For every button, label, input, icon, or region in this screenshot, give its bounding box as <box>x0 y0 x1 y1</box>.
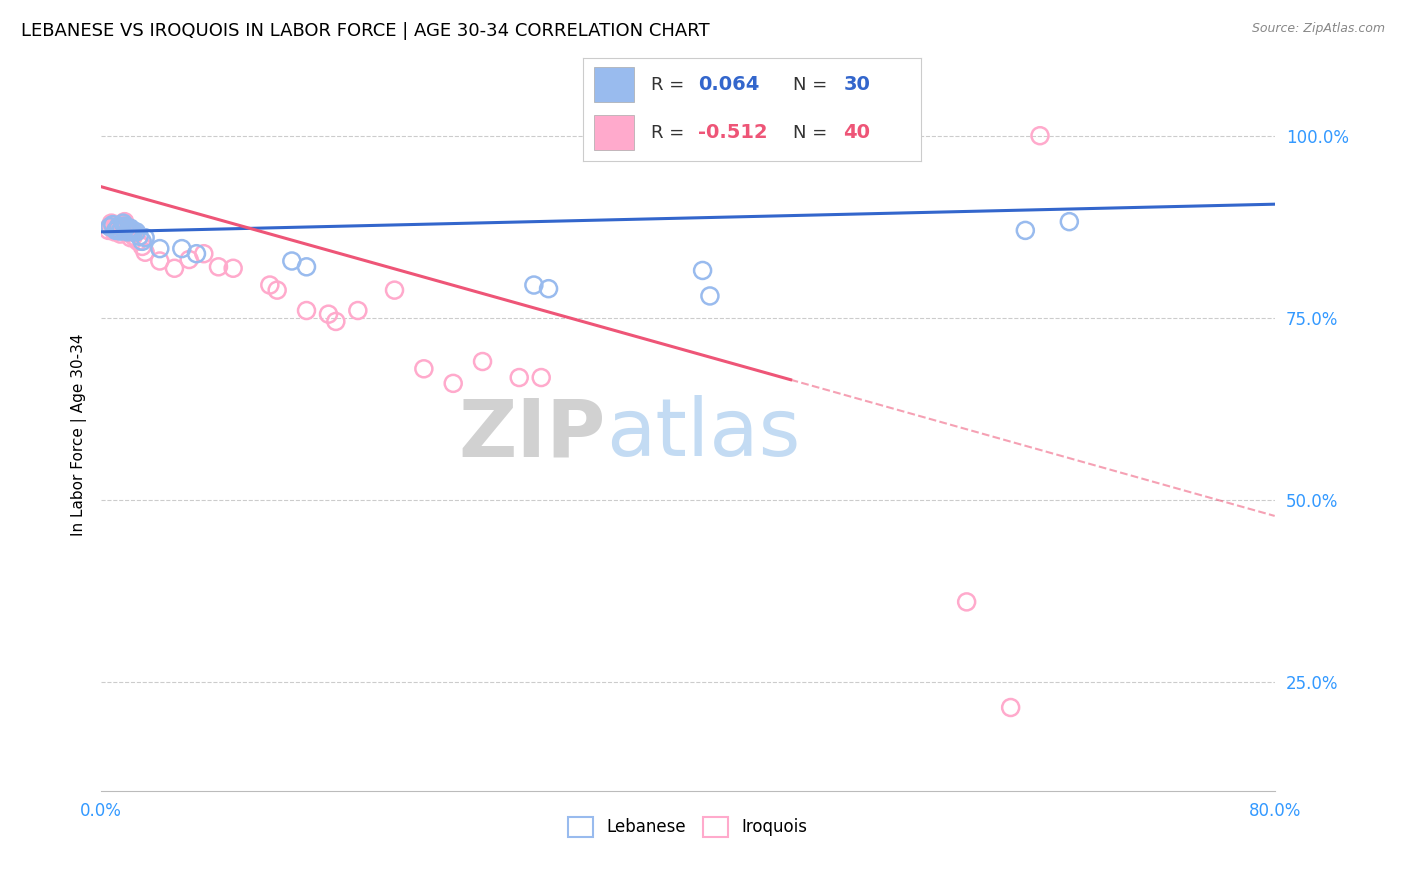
Point <box>131 239 153 253</box>
Point <box>101 218 124 232</box>
Point <box>325 314 347 328</box>
Point <box>115 220 138 235</box>
Text: 0.064: 0.064 <box>699 75 759 95</box>
Point <box>105 222 128 236</box>
Point <box>128 229 150 244</box>
Text: LEBANESE VS IROQUOIS IN LABOR FORCE | AGE 30-34 CORRELATION CHART: LEBANESE VS IROQUOIS IN LABOR FORCE | AG… <box>21 22 710 40</box>
Point <box>108 224 131 238</box>
Point <box>508 370 530 384</box>
Point <box>295 303 318 318</box>
Point <box>523 278 546 293</box>
Point <box>120 221 142 235</box>
Point <box>347 303 370 318</box>
Point <box>149 254 172 268</box>
Point <box>186 246 208 260</box>
Point <box>134 230 156 244</box>
Point <box>179 252 201 267</box>
Point <box>111 223 134 237</box>
Point <box>149 242 172 256</box>
Point <box>134 245 156 260</box>
Text: 40: 40 <box>844 123 870 143</box>
Bar <box>593 67 634 102</box>
Point <box>170 242 193 256</box>
Point <box>104 218 127 232</box>
Point <box>107 219 129 233</box>
Point <box>295 260 318 274</box>
Point <box>127 235 149 249</box>
Point <box>125 225 148 239</box>
Point <box>207 260 229 274</box>
Point <box>112 216 135 230</box>
Point <box>108 227 131 241</box>
Point <box>318 307 340 321</box>
Point <box>97 223 120 237</box>
Point <box>266 283 288 297</box>
Point <box>117 225 139 239</box>
Text: Source: ZipAtlas.com: Source: ZipAtlas.com <box>1251 22 1385 36</box>
Point <box>530 370 553 384</box>
Point <box>115 220 138 235</box>
Text: ZIP: ZIP <box>458 395 606 474</box>
Point <box>384 283 406 297</box>
Point <box>412 361 434 376</box>
Point <box>131 235 153 249</box>
Text: N =: N = <box>793 124 832 142</box>
Point <box>105 219 128 233</box>
Point <box>1059 215 1081 229</box>
Point <box>98 219 121 234</box>
Point <box>114 219 136 233</box>
Point <box>1000 700 1022 714</box>
Bar <box>593 115 634 150</box>
Text: 30: 30 <box>844 75 870 95</box>
Point <box>101 219 124 233</box>
Point <box>441 376 464 391</box>
Point <box>537 282 560 296</box>
Text: -0.512: -0.512 <box>699 123 768 143</box>
Point <box>121 223 143 237</box>
Point <box>222 261 245 276</box>
Point <box>193 246 215 260</box>
Point <box>98 219 121 234</box>
Point <box>122 225 145 239</box>
Point <box>122 229 145 244</box>
Point <box>107 222 129 236</box>
Point <box>281 254 304 268</box>
Point <box>471 354 494 368</box>
Point <box>1029 128 1052 143</box>
Point <box>104 223 127 237</box>
Point <box>111 221 134 235</box>
Point <box>699 289 721 303</box>
Text: atlas: atlas <box>606 395 800 474</box>
Point <box>1014 223 1036 237</box>
Text: N =: N = <box>793 76 832 94</box>
Point <box>112 218 135 232</box>
Text: R =: R = <box>651 76 690 94</box>
Point <box>956 595 979 609</box>
Point <box>259 278 281 293</box>
Text: R =: R = <box>651 124 690 142</box>
Y-axis label: In Labor Force | Age 30-34: In Labor Force | Age 30-34 <box>72 333 87 535</box>
Point <box>103 225 125 239</box>
Point <box>120 230 142 244</box>
Legend: Lebanese, Iroquois: Lebanese, Iroquois <box>562 810 814 844</box>
Point <box>118 225 141 239</box>
Point <box>163 261 186 276</box>
Point <box>100 216 122 230</box>
Point <box>114 215 136 229</box>
Point <box>692 263 714 277</box>
Point <box>118 222 141 236</box>
